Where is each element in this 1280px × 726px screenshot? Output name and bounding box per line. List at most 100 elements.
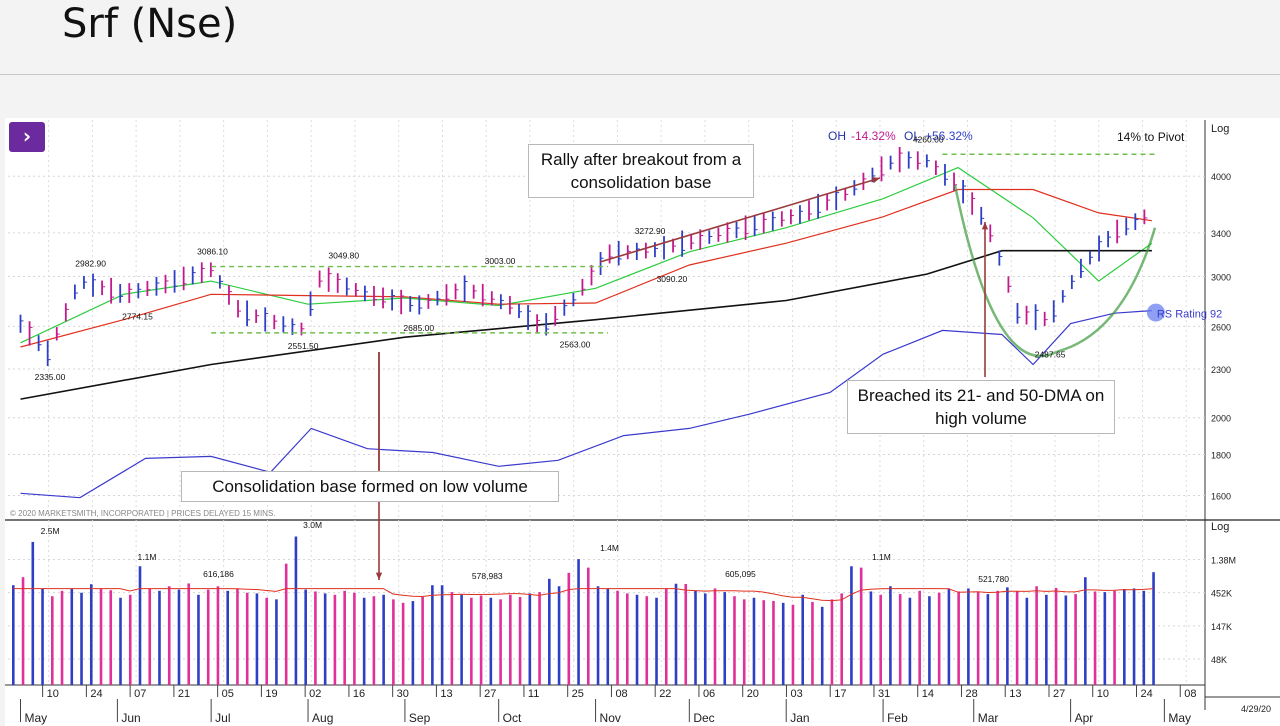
volume-bar bbox=[762, 600, 766, 685]
volume-bar bbox=[294, 536, 298, 685]
volume-bar bbox=[811, 601, 814, 685]
volume-bar bbox=[986, 594, 990, 685]
volume-bar bbox=[781, 602, 785, 685]
volume-bar bbox=[674, 583, 678, 685]
month-tick-label: Sep bbox=[409, 711, 431, 725]
volume-bar bbox=[216, 586, 220, 685]
price-tick-label: 4000 bbox=[1211, 172, 1231, 182]
volume-bar bbox=[12, 585, 15, 685]
expand-button[interactable]: › bbox=[9, 122, 45, 152]
price-scale-label: Log bbox=[1211, 123, 1229, 135]
volume-bar bbox=[440, 585, 444, 685]
day-tick-label: 06 bbox=[703, 688, 715, 700]
volume-bar bbox=[89, 584, 93, 685]
volume-bar bbox=[655, 597, 658, 685]
volume-bar bbox=[304, 589, 307, 685]
volume-bar bbox=[557, 586, 561, 685]
volume-bar bbox=[664, 588, 668, 685]
volume-bar bbox=[80, 592, 83, 685]
volume-bar bbox=[460, 594, 463, 685]
volume-bar bbox=[538, 592, 541, 685]
volume-bar bbox=[684, 583, 688, 685]
month-tick-label: Mar bbox=[978, 711, 999, 725]
chevron-right-icon: › bbox=[22, 124, 32, 148]
volume-bar bbox=[850, 566, 853, 685]
ol-value: +56.32% bbox=[925, 129, 973, 143]
volume-bar bbox=[187, 583, 191, 685]
volume-bar bbox=[265, 597, 268, 685]
day-tick-label: 27 bbox=[1053, 688, 1065, 700]
volume-bar bbox=[742, 599, 746, 685]
volume-bar bbox=[109, 590, 113, 685]
volume-bar bbox=[957, 591, 960, 685]
month-tick-label: Feb bbox=[887, 711, 908, 725]
header-divider bbox=[0, 74, 1280, 75]
price-annotation: 3003.00 bbox=[485, 256, 516, 266]
day-tick-label: 08 bbox=[615, 688, 627, 700]
volume-bar bbox=[158, 590, 161, 685]
volume-bar bbox=[372, 596, 376, 685]
day-tick-label: 31 bbox=[878, 688, 890, 700]
volume-bar bbox=[645, 596, 649, 685]
volume-bar bbox=[275, 599, 278, 685]
volume-bar bbox=[1103, 592, 1107, 685]
volume-bar bbox=[382, 594, 385, 685]
volume-bar bbox=[333, 594, 337, 685]
volume-bar bbox=[791, 604, 795, 685]
volume-annotation: 1.1M bbox=[872, 552, 891, 562]
day-tick-label: 24 bbox=[1140, 688, 1152, 700]
volume-scale-label: Log bbox=[1211, 521, 1229, 533]
volume-bar bbox=[625, 593, 629, 685]
volume-bar bbox=[1074, 594, 1077, 685]
day-tick-label: 03 bbox=[790, 688, 802, 700]
note-consolidation: Consolidation base formed on low volume bbox=[181, 471, 559, 502]
day-tick-label: 16 bbox=[353, 688, 365, 700]
volume-bar bbox=[255, 593, 259, 685]
volume-bar bbox=[392, 599, 395, 685]
volume-bar bbox=[323, 593, 327, 685]
volume-bar bbox=[119, 597, 122, 685]
volume-bar bbox=[752, 597, 756, 685]
volume-bar bbox=[353, 592, 356, 685]
month-tick-label: Nov bbox=[600, 711, 621, 725]
day-tick-label: 10 bbox=[47, 688, 59, 700]
month-tick-label: May bbox=[25, 711, 48, 725]
day-tick-label: 11 bbox=[528, 688, 539, 700]
volume-bar bbox=[1045, 594, 1048, 685]
volume-bar bbox=[1025, 597, 1029, 685]
rs-rating-label: RS Rating 92 bbox=[1157, 309, 1222, 321]
volume-bar bbox=[918, 590, 921, 685]
volume-annotation: 605,095 bbox=[725, 569, 756, 579]
price-annotation: 2982.90 bbox=[75, 258, 106, 268]
price-tick-label: 2300 bbox=[1211, 365, 1231, 375]
day-tick-label: 28 bbox=[965, 688, 977, 700]
volume-bar bbox=[284, 563, 288, 685]
price-annotation: 2774.15 bbox=[122, 312, 153, 322]
volume-bar bbox=[50, 596, 54, 685]
volume-bar bbox=[713, 588, 717, 685]
day-tick-label: 08 bbox=[1184, 688, 1196, 700]
volume-bar bbox=[70, 588, 74, 685]
price-annotation: 2335.00 bbox=[35, 372, 66, 382]
volume-bar bbox=[128, 594, 132, 685]
page-title: Srf (Nse) bbox=[62, 1, 238, 47]
day-tick-label: 21 bbox=[178, 688, 190, 700]
volume-annotation: 1.1M bbox=[138, 552, 157, 562]
day-tick-label: 17 bbox=[834, 688, 846, 700]
volume-bars bbox=[12, 536, 1155, 685]
volume-bar bbox=[801, 594, 805, 685]
note-rally: Rally after breakout from a consolidatio… bbox=[528, 144, 754, 198]
volume-bar bbox=[820, 606, 824, 685]
volume-bar bbox=[889, 586, 892, 685]
month-tick-label: Apr bbox=[1075, 711, 1094, 725]
month-tick-label: May bbox=[1168, 711, 1191, 725]
volume-bar bbox=[226, 590, 230, 685]
volume-annotation: 3.0M bbox=[303, 520, 322, 530]
volume-bar bbox=[99, 588, 103, 685]
price-annotation: 3049.80 bbox=[328, 251, 359, 261]
volume-bar bbox=[1035, 586, 1038, 685]
volume-bar bbox=[236, 588, 239, 685]
volume-bar bbox=[41, 588, 44, 685]
volume-bar bbox=[879, 594, 882, 685]
series-line-4 bbox=[20, 310, 1152, 499]
